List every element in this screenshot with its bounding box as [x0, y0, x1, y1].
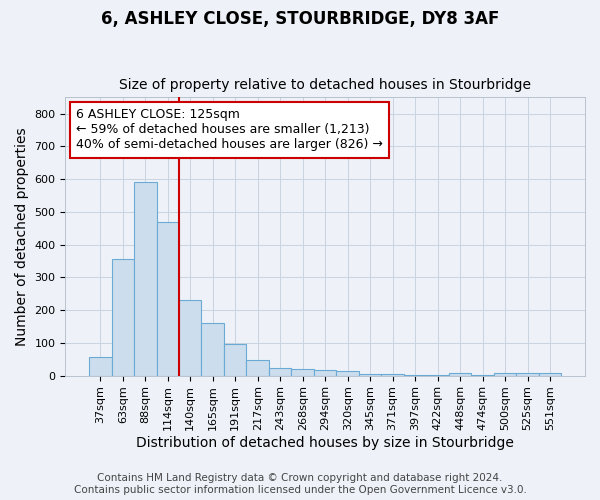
Bar: [224, 344, 247, 376]
Text: 6 ASHLEY CLOSE: 125sqm
← 59% of detached houses are smaller (1,213)
40% of semi-: 6 ASHLEY CLOSE: 125sqm ← 59% of detached…: [76, 108, 383, 152]
Bar: [314, 370, 337, 376]
Bar: [539, 374, 562, 376]
Bar: [269, 368, 292, 376]
Bar: [292, 369, 314, 376]
Bar: [337, 372, 359, 376]
Title: Size of property relative to detached houses in Stourbridge: Size of property relative to detached ho…: [119, 78, 531, 92]
Bar: [134, 182, 157, 376]
Bar: [382, 374, 404, 376]
Bar: [202, 322, 224, 376]
Bar: [494, 372, 517, 376]
Y-axis label: Number of detached properties: Number of detached properties: [15, 127, 29, 346]
Bar: [112, 259, 134, 376]
Bar: [404, 374, 427, 376]
Bar: [427, 374, 449, 376]
Bar: [517, 373, 539, 376]
Bar: [179, 300, 202, 376]
Bar: [472, 375, 494, 376]
Text: 6, ASHLEY CLOSE, STOURBRIDGE, DY8 3AF: 6, ASHLEY CLOSE, STOURBRIDGE, DY8 3AF: [101, 10, 499, 28]
Bar: [157, 222, 179, 376]
Bar: [359, 374, 382, 376]
X-axis label: Distribution of detached houses by size in Stourbridge: Distribution of detached houses by size …: [136, 436, 514, 450]
Bar: [89, 356, 112, 376]
Text: Contains HM Land Registry data © Crown copyright and database right 2024.
Contai: Contains HM Land Registry data © Crown c…: [74, 474, 526, 495]
Bar: [449, 374, 472, 376]
Bar: [247, 360, 269, 376]
